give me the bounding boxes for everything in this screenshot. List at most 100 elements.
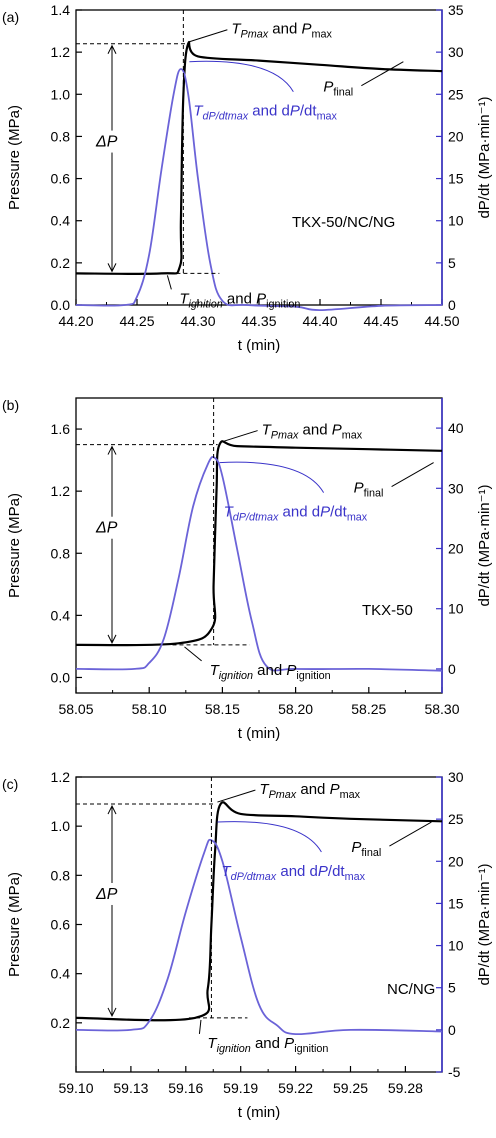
x-tick-label: 58.30 <box>424 701 459 717</box>
y-right-axis-label: dP/dt (MPa·min⁻¹) <box>476 96 493 218</box>
x-tick-label: 59.13 <box>113 1080 148 1096</box>
delta-p-arrowhead-top <box>107 804 117 815</box>
x-tick-label: 58.25 <box>351 701 386 717</box>
x-tick-label: 44.20 <box>58 313 93 329</box>
x-tick-label: 59.19 <box>223 1080 258 1096</box>
sample-label: TKX-50/NC/NG <box>292 214 395 231</box>
y-right-tick-label: 15 <box>448 171 464 187</box>
y-right-tick-label: 0 <box>448 661 456 677</box>
y-left-tick-label: 0.6 <box>51 917 71 933</box>
delta-p-arrowhead-top <box>107 44 117 54</box>
y-right-tick-label: 25 <box>448 811 464 827</box>
chart-panel-3: (c) 59.10 59.13 59.16 59.19 59.22 59.25 59.28 0.… <box>2 769 493 1121</box>
sample-label: NC/NG <box>387 981 435 998</box>
y-right-tick-label: 20 <box>448 128 464 144</box>
plot-frame <box>75 9 443 306</box>
tpmax-annotation: TPmax and Pmax <box>231 21 332 41</box>
dpdt-series-line <box>75 455 443 672</box>
y-left-tick-label: 1.0 <box>51 86 71 102</box>
delta-p-bg <box>94 516 128 539</box>
tpmax-pointer-line <box>217 789 256 803</box>
x-tick-label: 58.10 <box>132 701 167 717</box>
y-left-tick-label: 1.0 <box>51 818 71 834</box>
tignition-annotation: Tignition and Pignition <box>210 662 331 682</box>
y-left-tick-label: 0.0 <box>51 669 71 685</box>
y-left-tick-label: 0.0 <box>51 297 71 313</box>
plot-frame <box>75 776 443 1073</box>
y-right-tick-label: -5 <box>448 1064 461 1080</box>
y-left-axis-label: Pressure (MPa) <box>6 872 23 977</box>
delta-p-bg <box>94 130 128 153</box>
y-right-tick-label: 5 <box>448 255 456 271</box>
pressure-series-line <box>75 41 443 275</box>
x-tick-label: 58.15 <box>205 701 240 717</box>
tignition-pointer-line <box>198 1019 202 1034</box>
x-tick-label: 44.30 <box>180 313 215 329</box>
y-left-tick-label: 0.8 <box>51 128 71 144</box>
y-right-tick-label: 25 <box>448 86 464 102</box>
delta-p-label: ΔP <box>95 886 118 903</box>
x-tick-label: 59.25 <box>333 1080 368 1096</box>
y-left-tick-label: 1.2 <box>51 483 71 499</box>
y-right-tick-label: 30 <box>448 769 464 785</box>
tpmax-annotation: TPmax and Pmax <box>262 422 363 442</box>
pfinal-annotation: Pfinal <box>323 79 353 99</box>
y-left-tick-label: 0.4 <box>51 607 71 623</box>
y-right-tick-label: 40 <box>448 420 464 436</box>
y-left-tick-label: 1.6 <box>51 421 71 437</box>
dpdt-series-line <box>75 838 443 1036</box>
pfinal-pointer-line <box>391 462 434 488</box>
y-right-tick-label: 20 <box>448 853 464 869</box>
pressure-series-line <box>75 440 443 647</box>
x-axis-label: t (min) <box>238 337 281 354</box>
tdpdt-annotation: TdP/dtmax and dP/dtmax <box>193 103 337 123</box>
y-right-axis-label: dP/dt (MPa·min⁻¹) <box>476 484 493 606</box>
x-tick-label: 44.45 <box>363 313 398 329</box>
chart-panel-2: (b) 58.05 58.10 58.15 58.20 58.25 58.30 0.0 0.4 0… <box>2 397 493 742</box>
tdpdt-pointer-line <box>219 461 325 493</box>
x-tick-label: 44.35 <box>241 313 276 329</box>
pfinal-pointer-line <box>361 61 404 87</box>
tpmax-annotation: TPmax and Pmax <box>259 781 360 801</box>
y-right-tick-label: 20 <box>448 541 464 557</box>
panel-label: (b) <box>2 397 19 413</box>
tpmax-pointer-line <box>189 29 228 43</box>
tignition-annotation: Tignition and Pignition <box>179 290 300 310</box>
delta-p-arrowhead-bottom <box>107 634 117 644</box>
y-right-tick-label: 35 <box>448 2 464 18</box>
tpmax-pointer-line <box>219 430 258 444</box>
delta-p-arrowhead-bottom <box>107 263 117 273</box>
tdpdt-pointer-line <box>189 60 294 92</box>
tignition-pointer-line <box>184 646 202 662</box>
y-left-tick-label: 1.2 <box>51 44 71 60</box>
delta-p-label: ΔP <box>95 520 118 537</box>
y-right-tick-label: 0 <box>448 1022 456 1038</box>
y-left-tick-label: 0.8 <box>51 867 71 883</box>
y-right-tick-label: 0 <box>448 297 456 313</box>
y-right-tick-label: 5 <box>448 980 456 996</box>
y-left-axis-label: Pressure (MPa) <box>6 105 23 210</box>
panel-label: (c) <box>2 776 18 792</box>
delta-p-arrowhead-bottom <box>107 1007 117 1018</box>
delta-p-label: ΔP <box>95 134 118 151</box>
pfinal-pointer-line <box>389 821 432 847</box>
y-right-tick-label: 15 <box>448 895 464 911</box>
x-tick-label: 44.50 <box>424 313 459 329</box>
pfinal-annotation: Pfinal <box>351 839 381 859</box>
y-right-tick-label: 10 <box>448 938 464 954</box>
y-left-tick-label: 0.2 <box>51 1015 71 1031</box>
x-tick-label: 59.28 <box>388 1080 423 1096</box>
dpdt-series-line <box>75 68 443 312</box>
tignition-annotation: Tignition and Pignition <box>207 1035 328 1055</box>
y-left-tick-label: 0.4 <box>51 966 71 982</box>
x-tick-label: 44.25 <box>119 313 154 329</box>
y-left-tick-label: 0.6 <box>51 171 71 187</box>
y-right-axis-label: dP/dt (MPa·min⁻¹) <box>476 863 493 985</box>
pfinal-annotation: Pfinal <box>354 480 384 500</box>
y-right-tick-label: 30 <box>448 44 464 60</box>
tdpdt-annotation: TdP/dtmax and dP/dtmax <box>221 863 365 883</box>
tdpdt-pointer-line <box>217 821 322 853</box>
x-axis-label: t (min) <box>238 725 281 742</box>
chart-panel-1: (a) 44.20 44.25 44.30 44.35 44.40 44.45 44.50 0.… <box>2 2 493 354</box>
